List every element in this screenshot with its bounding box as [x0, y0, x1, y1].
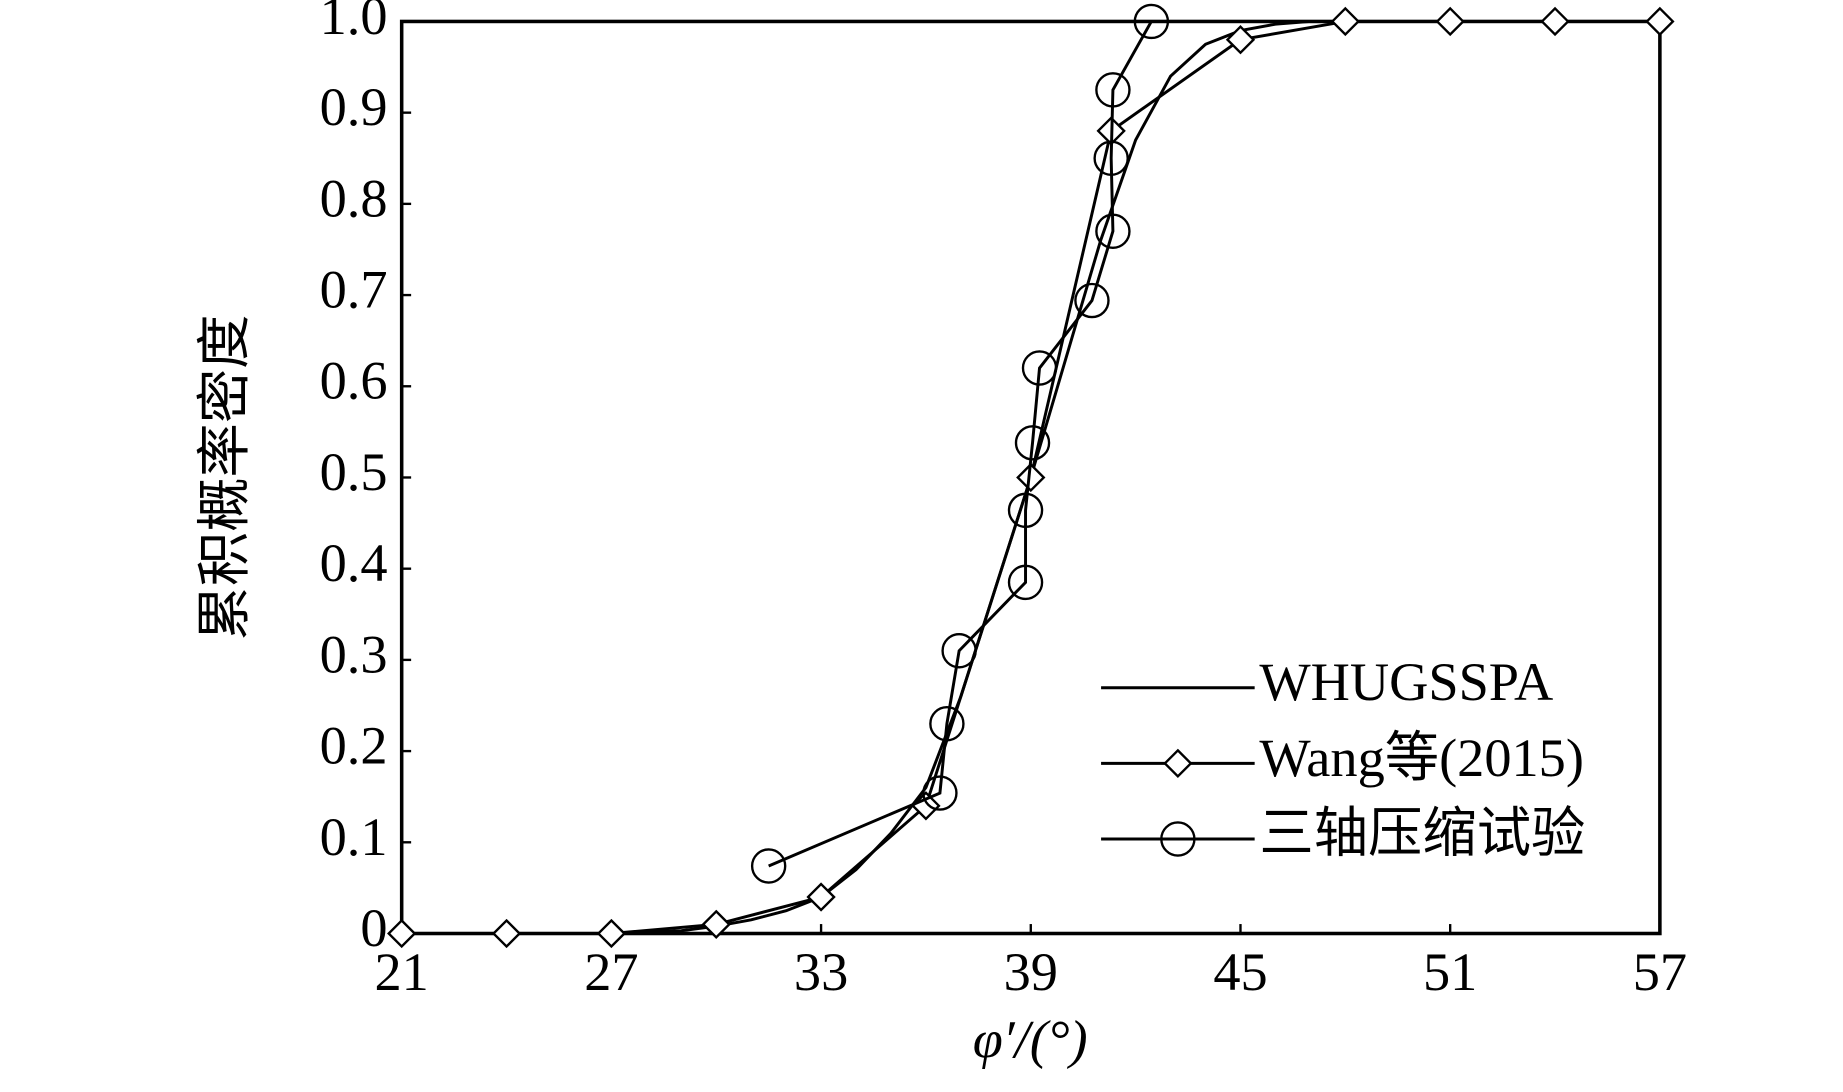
y-tick-label: 1.0	[320, 0, 388, 46]
data-point	[1016, 462, 1046, 493]
y-tick-label: 0.8	[320, 168, 388, 228]
x-tick-label: 57	[1633, 942, 1687, 1002]
data-point	[750, 848, 787, 884]
y-tick-label: 0.4	[320, 533, 388, 593]
data-point	[1074, 282, 1110, 319]
y-tick-label: 0.1	[320, 807, 388, 867]
data-point	[491, 918, 522, 949]
y-tick-label: 0.7	[320, 260, 388, 320]
x-tick-label: 39	[1004, 942, 1058, 1002]
data-point	[1021, 350, 1058, 386]
data-point	[701, 909, 731, 940]
data-point	[1093, 140, 1129, 176]
data-point	[1540, 6, 1570, 37]
data-point	[941, 633, 977, 669]
legend-label: WHUGSSPA	[1259, 652, 1553, 712]
data-point	[1330, 6, 1360, 37]
data-point	[1014, 425, 1051, 461]
legend-label: 三轴压缩试验	[1259, 803, 1585, 863]
y-tick-label: 0.5	[320, 442, 388, 502]
y-tick-label: 0.9	[320, 77, 388, 137]
data-point	[1133, 3, 1170, 40]
data-point	[1007, 564, 1044, 601]
series-line	[768, 20, 1153, 868]
legend-marker	[1160, 821, 1196, 857]
y-tick-label: 0.2	[320, 716, 388, 776]
x-tick-label: 45	[1213, 942, 1267, 1002]
data-point	[1435, 6, 1465, 37]
x-axis-label: φ′/(°)	[973, 1010, 1088, 1070]
y-tick-label: 0.3	[320, 624, 388, 684]
data-point	[922, 775, 958, 811]
data-point	[1007, 492, 1044, 529]
data-point	[1225, 25, 1256, 55]
data-point	[806, 882, 836, 912]
y-axis-label: 累积概率密度	[195, 314, 255, 640]
x-tick-label: 21	[375, 942, 429, 1002]
x-tick-label: 33	[794, 942, 848, 1002]
data-point	[1645, 6, 1675, 37]
data-point	[929, 706, 965, 742]
y-tick-label: 0	[360, 898, 387, 958]
x-tick-label: 27	[584, 942, 638, 1002]
legend-marker	[1163, 748, 1193, 779]
data-point	[596, 918, 627, 949]
y-tick-label: 0.6	[320, 351, 388, 411]
x-tick-label: 51	[1423, 942, 1477, 1002]
data-point	[1095, 213, 1131, 249]
data-point	[1095, 72, 1131, 108]
data-point	[387, 918, 417, 949]
legend-label: Wang等(2015)	[1259, 728, 1584, 788]
